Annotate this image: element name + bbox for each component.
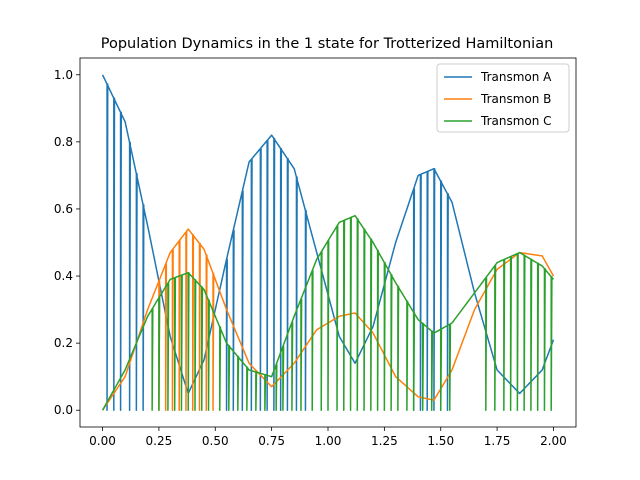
legend-label: Transmon B	[480, 92, 551, 106]
legend-label: Transmon A	[480, 70, 552, 84]
x-tick-label: 1.50	[427, 434, 454, 448]
y-tick-label: 1.0	[54, 68, 73, 82]
legend: Transmon A Transmon B Transmon C	[436, 63, 570, 133]
y-tick-label: 0.8	[54, 135, 73, 149]
x-tick-label: 0.50	[202, 434, 229, 448]
legend-box	[436, 63, 570, 133]
y-tick-label: 0.6	[54, 202, 73, 216]
y-tick-label: 0.0	[54, 403, 73, 417]
series-layer	[101, 74, 555, 411]
legend-label: Transmon C	[480, 114, 552, 128]
series-line-3	[101, 214, 555, 411]
x-tick-label: 0.25	[146, 434, 173, 448]
x-tick-label: 1.00	[315, 434, 342, 448]
x-tick-label: 1.75	[484, 434, 511, 448]
x-tick-label: 0.00	[89, 434, 116, 448]
x-tick-label: 2.00	[540, 434, 567, 448]
y-tick-label: 0.2	[54, 336, 73, 350]
x-tick-label: 0.75	[258, 434, 285, 448]
x-tick-label: 1.25	[371, 434, 398, 448]
y-tick-label: 0.4	[54, 269, 73, 283]
chart-title: Population Dynamics in the 1 state for T…	[101, 36, 554, 52]
series-line-1	[101, 74, 555, 411]
axes-layer: 0.00 0.25 0.50 0.75 1.00 1.25 1.50 1.75 2.00 0.0 0…	[54, 57, 577, 448]
